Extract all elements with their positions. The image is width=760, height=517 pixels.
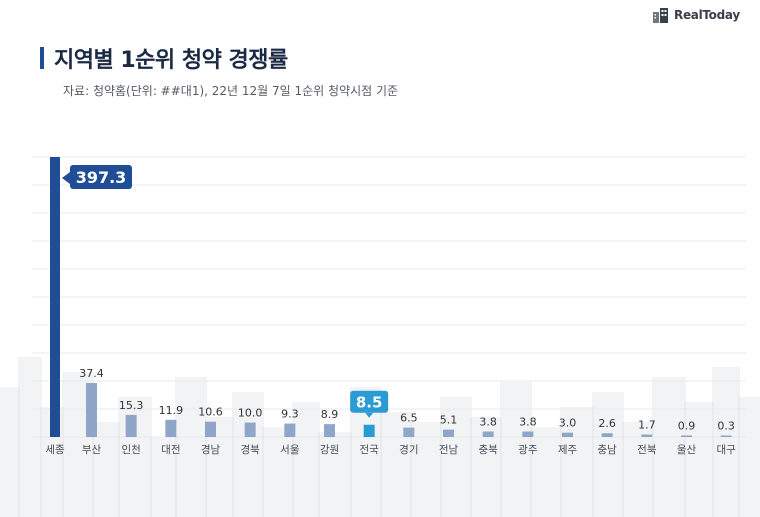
bar-경기	[403, 427, 415, 437]
category-label-강원: 강원	[320, 444, 339, 456]
value-label-전남: 5.1	[440, 414, 458, 427]
value-label-전북: 1.7	[638, 419, 656, 432]
value-label-강원: 8.9	[321, 408, 339, 421]
category-label-전국: 전국	[360, 444, 380, 456]
category-label-경남: 경남	[201, 443, 221, 456]
max-callout-pointer	[62, 172, 70, 184]
value-label-경남: 10.6	[198, 406, 223, 419]
category-label-대전: 대전	[161, 444, 180, 456]
chart-gridlines	[32, 156, 746, 438]
skyline-building	[175, 377, 207, 517]
value-label-세종: 397.3	[76, 168, 127, 187]
category-label-경북: 경북	[241, 443, 261, 456]
chart-value-labels: 397.3 37.4 15.3 11.9 10.6 10.0 9.3 8.9 8.5 6.5 5.1…	[62, 165, 735, 433]
title-accent-bar	[40, 47, 44, 69]
skyline-building	[410, 422, 442, 517]
skyline-building	[652, 377, 686, 517]
value-label-전국: 8.5	[356, 394, 383, 412]
skyline-building	[712, 367, 740, 517]
value-label-충북: 3.8	[479, 416, 497, 429]
brand-name: RealToday	[674, 8, 740, 22]
skyline-building	[738, 397, 760, 517]
skyline-building	[0, 387, 20, 517]
chart-subtitle: 자료: 청약홈(단위: ##대1), 22년 12월 7일 1순위 청약시점 기…	[63, 84, 399, 98]
category-label-전북: 전북	[637, 444, 657, 456]
value-label-충남: 2.6	[598, 417, 616, 430]
value-label-광주: 3.8	[519, 416, 537, 429]
category-label-충남: 충남	[598, 444, 618, 456]
bar-제주	[562, 432, 573, 437]
category-label-부산: 부산	[82, 444, 102, 456]
brand-logo: RealToday	[652, 5, 740, 25]
bar-경남	[205, 421, 216, 437]
bar-전남	[443, 429, 454, 437]
bar-서울	[284, 423, 296, 437]
bar-인천	[125, 414, 137, 437]
chart-category-labels: 세종 부산 인천 대전 경남 경북 서울 강원 전국 경기 전남 충북 광주 제주 충남 전북 울산 대구	[45, 443, 736, 456]
building-logo-icon	[653, 8, 668, 23]
bar-전국	[363, 424, 375, 437]
skyline-building	[440, 397, 472, 517]
category-label-인천: 인천	[122, 444, 141, 456]
category-label-전남: 전남	[439, 444, 459, 456]
skyline-building	[318, 432, 352, 517]
category-label-서울: 서울	[280, 444, 300, 456]
bar-충남	[601, 433, 613, 437]
skyline-building	[92, 422, 120, 517]
bar-부산	[86, 383, 97, 437]
national-callout-box	[350, 390, 389, 413]
bar-전북	[641, 434, 653, 437]
category-label-세종: 세종	[45, 444, 65, 456]
bar-광주	[522, 431, 534, 437]
national-callout-pointer	[365, 412, 374, 418]
bar-대전	[165, 419, 177, 437]
page-title: 지역별 1순위 청약 경쟁률	[54, 48, 288, 73]
skyline-building	[150, 437, 177, 517]
bar-충북	[482, 431, 494, 437]
value-label-대전: 11.9	[159, 404, 184, 417]
bar-강원	[324, 424, 335, 437]
category-label-대구: 대구	[717, 444, 737, 456]
bar-세종	[50, 157, 60, 437]
skyline-building	[292, 402, 320, 517]
bar-울산	[681, 435, 692, 437]
skyline-building	[684, 402, 714, 517]
skyline-building	[530, 427, 562, 517]
value-label-울산: 0.9	[678, 420, 696, 433]
skyline-building	[232, 392, 264, 517]
skyline-building	[560, 407, 594, 517]
category-label-울산: 울산	[677, 444, 697, 456]
max-callout-box	[70, 165, 132, 189]
category-label-경기: 경기	[399, 443, 418, 456]
value-label-인천: 15.3	[119, 399, 144, 412]
value-label-대구: 0.3	[717, 420, 735, 433]
skyline-building	[622, 422, 654, 517]
skyline-building	[262, 427, 294, 517]
value-label-부산: 37.4	[79, 367, 104, 380]
skyline-building	[592, 392, 624, 517]
category-label-광주: 광주	[518, 444, 538, 456]
value-label-제주: 3.0	[559, 417, 577, 430]
category-label-충북: 충북	[479, 444, 499, 456]
category-label-제주: 제주	[558, 444, 578, 456]
value-label-경기: 6.5	[400, 412, 418, 425]
chart-bars	[50, 157, 732, 437]
chart-title-block: 지역별 1순위 청약 경쟁률	[40, 42, 288, 74]
value-label-경북: 10.0	[238, 407, 263, 420]
value-label-서울: 9.3	[281, 408, 299, 421]
skyline-building	[500, 382, 532, 517]
bar-대구	[720, 435, 732, 437]
bar-경북	[244, 422, 256, 437]
